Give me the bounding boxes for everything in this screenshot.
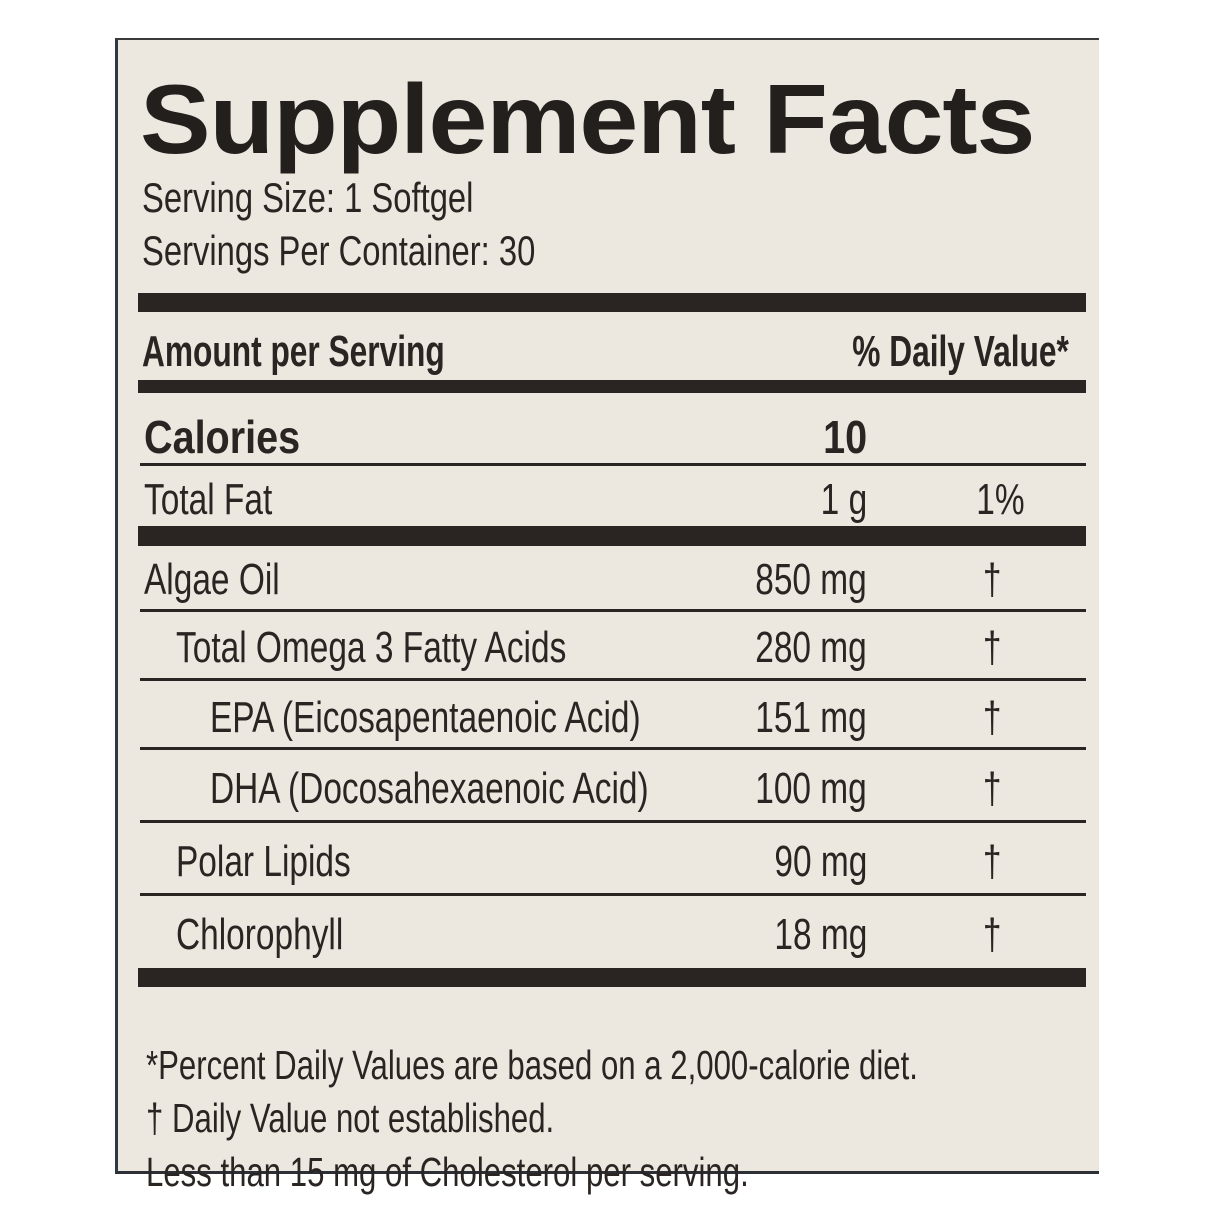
dagger-icon: † <box>982 555 1001 604</box>
dagger-icon: † <box>982 764 1001 813</box>
thick-divider <box>138 380 1086 393</box>
total-fat-dv: 1% <box>976 475 1025 524</box>
calories-label: Calories <box>144 411 301 463</box>
amount-per-serving-header: Amount per Serving <box>142 327 445 376</box>
footnote-cholesterol: Less than 15 mg of Cholesterol per servi… <box>146 1149 749 1195</box>
dagger-icon: † <box>982 623 1001 672</box>
thin-divider <box>140 463 1086 466</box>
servings-per-container: Servings Per Container: 30 <box>142 227 536 274</box>
calories-value: 10 <box>822 411 867 463</box>
label-title: Supplement Facts <box>140 64 1035 174</box>
ingredient-name: Chlorophyll <box>176 910 344 959</box>
thick-divider <box>138 526 1086 546</box>
ingredient-name: DHA (Docosahexaenoic Acid) <box>210 764 649 813</box>
ingredient-amount: 151 mg <box>755 693 867 742</box>
serving-size: Serving Size: 1 Softgel <box>142 174 474 221</box>
dagger-icon: † <box>982 837 1001 886</box>
ingredient-name: Algae Oil <box>144 555 280 604</box>
thin-divider <box>140 893 1086 896</box>
footnote-daily-values: *Percent Daily Values are based on a 2,0… <box>146 1042 918 1088</box>
thin-divider <box>140 609 1086 612</box>
dagger-icon: † <box>982 910 1001 959</box>
ingredient-amount: 90 mg <box>774 837 867 886</box>
daily-value-header: % Daily Value* <box>852 327 1069 376</box>
footnote-dagger: † Daily Value not established. <box>146 1095 555 1141</box>
thick-divider <box>138 968 1086 987</box>
total-fat-amount: 1 g <box>820 475 867 524</box>
thin-divider <box>140 747 1086 750</box>
ingredient-name: Polar Lipids <box>176 837 351 886</box>
ingredient-amount: 850 mg <box>755 555 867 604</box>
ingredient-amount: 280 mg <box>755 623 867 672</box>
supplement-facts-panel: Supplement Facts Serving Size: 1 Softgel… <box>115 38 1099 1193</box>
thick-divider <box>138 293 1086 312</box>
dagger-icon: † <box>982 693 1001 742</box>
ingredient-amount: 18 mg <box>774 910 867 959</box>
thin-divider <box>140 820 1086 823</box>
ingredient-name: EPA (Eicosapentaenoic Acid) <box>210 693 641 742</box>
ingredient-name: Total Omega 3 Fatty Acids <box>176 623 567 672</box>
thin-divider <box>140 678 1086 681</box>
ingredient-amount: 100 mg <box>755 764 867 813</box>
total-fat-label: Total Fat <box>144 475 273 524</box>
